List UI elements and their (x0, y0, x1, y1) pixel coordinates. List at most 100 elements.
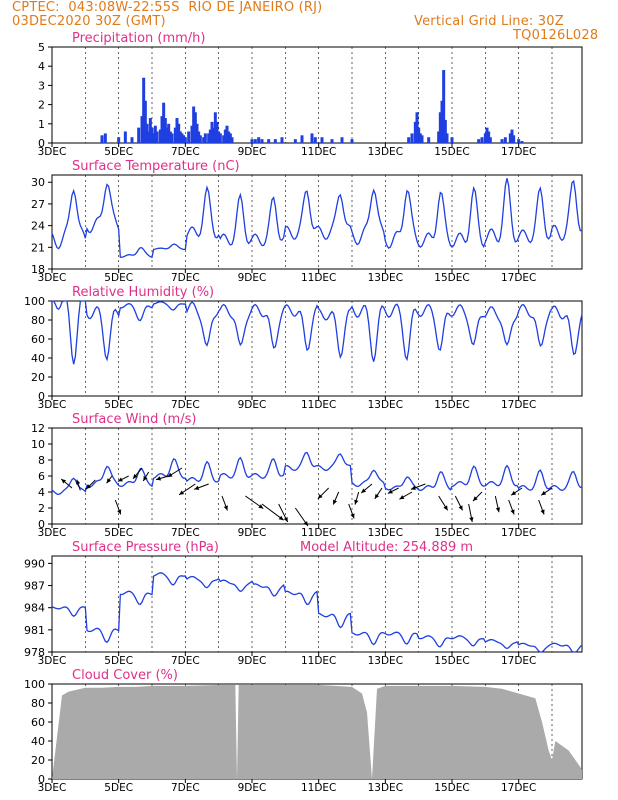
wind-arrow-head (143, 476, 148, 481)
wind-arrow-head (194, 485, 200, 490)
precip-bar (417, 127, 421, 143)
y-tick-label: 984 (24, 602, 45, 615)
y-tick-label: 1 (38, 118, 45, 131)
y-tick-label: 21 (31, 241, 45, 254)
precip-bar (407, 137, 411, 143)
precip-bar (148, 118, 152, 143)
y-tick-label: 80 (31, 697, 45, 710)
precip-bar (260, 139, 264, 143)
precip-bar (293, 139, 297, 143)
wind-arrow-head (117, 477, 123, 482)
x-tick-label: 15DEC (434, 399, 469, 411)
precip-bar (222, 135, 226, 143)
precip-bar (150, 127, 154, 143)
wind-arrow-head (469, 517, 474, 522)
precip-bar (165, 127, 169, 143)
wind-arrow-head (106, 478, 112, 484)
wind-arrow-head (495, 507, 501, 513)
wind-arrow-head (133, 473, 138, 479)
precip-bar (415, 112, 419, 143)
x-tick-label: 9DEC (238, 146, 267, 158)
wind-arrow-head (278, 515, 284, 521)
x-tick-label: 17DEC (501, 782, 536, 794)
wind-arrow-head (387, 489, 393, 494)
precip-bar (480, 137, 484, 143)
wind-arrow-head (86, 484, 92, 489)
header-date: 03DEC2020 30Z (GMT) (12, 14, 166, 29)
wind-arrow-head (179, 490, 185, 495)
precip-bar (503, 137, 507, 143)
precip-bar (280, 137, 284, 143)
precip-bar (182, 135, 186, 143)
panel-title: Relative Humidity (%) (72, 285, 214, 300)
x-tick-label: 17DEC (501, 146, 536, 158)
x-tick-label: 3DEC (38, 782, 67, 794)
x-tick-label: 17DEC (501, 655, 536, 667)
series-line (51, 178, 583, 259)
precip-bar (103, 133, 107, 143)
y-tick-label: 8 (38, 454, 45, 467)
x-tick-label: 3DEC (38, 146, 67, 158)
precip-bar (445, 133, 449, 143)
x-tick-label: 15DEC (434, 146, 469, 158)
precip-bar (173, 127, 177, 143)
precip-bar (123, 131, 127, 143)
x-tick-label: 15DEC (434, 527, 469, 539)
precip-bar (152, 133, 156, 143)
panel-frame-2 (51, 300, 583, 397)
precip-bar (177, 123, 181, 143)
x-tick-label: 7DEC (171, 527, 200, 539)
x-tick-label: 17DEC (501, 527, 536, 539)
x-tick-label: 3DEC (38, 399, 67, 411)
y-tick-label: 0 (38, 518, 45, 531)
precip-bar (320, 137, 324, 143)
precip-bar (227, 131, 231, 143)
wind-arrow-head (473, 496, 478, 501)
x-tick-label: 11DEC (301, 146, 336, 158)
precip-bar (218, 133, 222, 143)
precip-bar (215, 121, 219, 143)
x-tick-label: 13DEC (368, 655, 403, 667)
x-tick-label: 9DEC (238, 399, 267, 411)
panel-title: Surface Pressure (hPa) (72, 540, 219, 555)
x-tick-label: 7DEC (171, 146, 200, 158)
precip-bar (137, 127, 141, 143)
precip-bar (183, 137, 187, 143)
wind-arrow-head (540, 509, 545, 515)
precip-bar (440, 100, 444, 143)
precip-bar (170, 133, 174, 143)
precip-bar (223, 129, 227, 143)
wind-arrow-head (317, 494, 323, 499)
x-tick-label: 11DEC (301, 527, 336, 539)
x-tick-label: 9DEC (238, 782, 267, 794)
x-tick-label: 13DEC (368, 146, 403, 158)
header-grid-note: Vertical Grid Line: 30Z (414, 14, 564, 29)
wind-arrow-head (156, 476, 161, 481)
y-tick-label: 0 (38, 773, 45, 786)
x-tick-label: 13DEC (368, 782, 403, 794)
precip-bar (313, 137, 317, 143)
precip-bar (520, 141, 524, 143)
x-tick-label: 11DEC (301, 399, 336, 411)
y-tick-label: 981 (24, 624, 45, 637)
x-tick-label: 7DEC (171, 782, 200, 794)
precip-bar (267, 139, 271, 143)
precip-bar (485, 127, 489, 143)
precip-bar (508, 133, 512, 143)
precip-bar (190, 125, 194, 143)
wind-arrow-head (399, 495, 405, 500)
precip-bar (257, 137, 261, 143)
precip-bar (350, 139, 354, 143)
panel-frame-4 (51, 555, 583, 653)
y-tick-label: 6 (38, 470, 45, 483)
x-tick-label: 5DEC (104, 782, 133, 794)
wind-arrow-head (354, 499, 359, 505)
precip-bar (163, 118, 167, 143)
y-tick-label: 12 (31, 422, 45, 435)
precip-bar (145, 123, 149, 143)
wind-arrow-head (303, 521, 308, 526)
precip-bar (500, 139, 504, 143)
wind-arrow-head (458, 505, 463, 511)
series-line (52, 300, 583, 365)
y-tick-label: 20 (31, 754, 45, 767)
